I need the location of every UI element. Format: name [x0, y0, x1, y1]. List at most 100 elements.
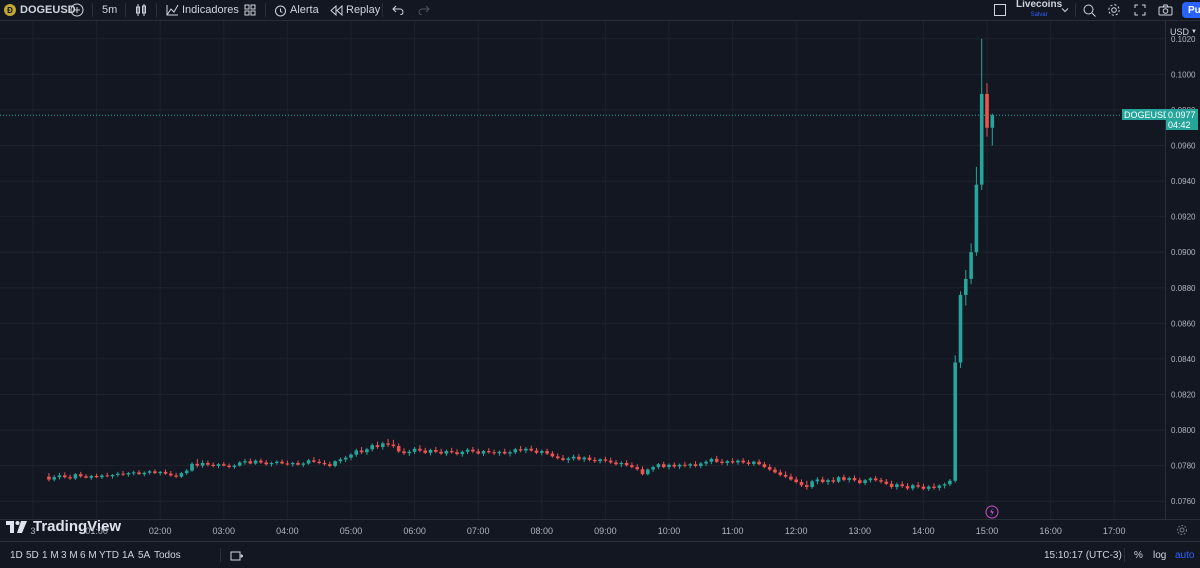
- range-button[interactable]: 5A: [138, 542, 150, 568]
- candle: [322, 460, 327, 466]
- candle: [767, 464, 772, 471]
- indicators-button[interactable]: Indicadores: [166, 0, 239, 20]
- symbol-search[interactable]: Ð DOGEUSD: [4, 0, 76, 20]
- candle-body: [455, 452, 459, 455]
- candle-body: [741, 460, 745, 463]
- time-tick-label: 12:00: [785, 526, 808, 536]
- time-tick-label: 07:00: [467, 526, 490, 536]
- candle-body: [418, 448, 422, 451]
- goto-date-icon[interactable]: [229, 542, 243, 568]
- range-button[interactable]: 1D: [10, 542, 23, 568]
- candle-body: [73, 474, 78, 479]
- log-toggle[interactable]: log: [1153, 542, 1166, 568]
- candle: [343, 455, 348, 463]
- candle: [598, 458, 602, 464]
- search-icon[interactable]: [1082, 0, 1096, 20]
- range-label: 1A: [122, 549, 135, 561]
- candle: [540, 449, 544, 456]
- candle: [222, 462, 226, 467]
- undo-icon[interactable]: [392, 0, 404, 20]
- range-button[interactable]: 6 M: [80, 542, 97, 568]
- candle: [47, 473, 51, 482]
- candle: [153, 469, 157, 475]
- candle-body: [211, 464, 215, 466]
- candle: [227, 463, 231, 469]
- gear-icon[interactable]: [1107, 0, 1121, 20]
- replay-button[interactable]: Replay: [330, 0, 380, 20]
- candle-body: [402, 451, 406, 454]
- candle: [449, 447, 454, 454]
- range-button[interactable]: 5D: [26, 542, 39, 568]
- time-scale[interactable]: 3 01:00 02:00 03:00 04:00 05:00 06:00 07:00 08:0…: [0, 519, 1200, 541]
- auto-toggle[interactable]: auto: [1175, 542, 1194, 568]
- price-scale[interactable]: 0.10200.10000.09800.09600.09400.09200.09…: [1165, 21, 1200, 519]
- candle-body: [958, 294, 963, 363]
- percent-toggle[interactable]: %: [1134, 542, 1143, 568]
- candle-body: [810, 481, 814, 487]
- candle-body: [661, 464, 666, 468]
- candle-body: [577, 456, 581, 460]
- candle: [211, 462, 215, 468]
- candle: [259, 458, 263, 464]
- candle: [858, 477, 862, 485]
- candle-body: [465, 449, 470, 452]
- range-button[interactable]: YTD: [99, 542, 119, 568]
- settings-icon[interactable]: [1175, 523, 1189, 537]
- candle: [714, 455, 719, 463]
- clock[interactable]: 15:10:17 (UTC-3): [1044, 542, 1122, 568]
- candle: [243, 458, 247, 465]
- candle: [958, 291, 963, 368]
- candle: [396, 443, 401, 453]
- candle-body: [354, 450, 359, 455]
- candle: [683, 461, 687, 468]
- candle-body: [259, 460, 263, 463]
- candle-body: [280, 461, 284, 464]
- layout-name: Livecoins: [1016, 0, 1063, 10]
- candle-body: [831, 480, 836, 482]
- candle: [137, 470, 141, 475]
- currency-selector[interactable]: USD ▼: [1170, 27, 1197, 37]
- interval-button[interactable]: 5m: [102, 0, 117, 20]
- candle-body: [237, 462, 242, 466]
- candle-body: [169, 473, 173, 476]
- candle: [985, 83, 989, 137]
- candle: [184, 469, 189, 475]
- candle: [492, 449, 496, 455]
- time-axis: 3 01:00 02:00 03:00 04:00 05:00 06:00 07:00 08:0…: [30, 526, 1125, 536]
- candle: [661, 461, 666, 469]
- alarm-clock-icon: [274, 4, 287, 17]
- candle-body: [736, 460, 740, 463]
- candle-type-icon[interactable]: [134, 0, 148, 20]
- range-button[interactable]: 3 M: [61, 542, 78, 568]
- layout-menu[interactable]: Livecoins Salvar: [1016, 0, 1062, 20]
- redo-icon[interactable]: [418, 0, 430, 20]
- layout-icon[interactable]: [993, 0, 1007, 20]
- candle: [502, 448, 507, 455]
- fullscreen-icon[interactable]: [1133, 0, 1147, 20]
- range-button[interactable]: Todos: [154, 542, 181, 568]
- range-button[interactable]: 1 M: [42, 542, 59, 568]
- range-button[interactable]: 1A: [122, 542, 134, 568]
- candle-body: [688, 464, 692, 466]
- lightning-icon[interactable]: [985, 505, 999, 519]
- candle-body: [884, 481, 889, 484]
- publish-button[interactable]: Pu: [1182, 2, 1200, 18]
- candle: [545, 448, 549, 455]
- chart-pane[interactable]: TradingView: [0, 21, 1165, 535]
- time-tick-label: 05:00: [340, 526, 363, 536]
- candle: [508, 450, 512, 457]
- candle: [646, 468, 650, 476]
- candle-body: [163, 471, 168, 474]
- candle-body: [100, 475, 104, 478]
- alert-button[interactable]: Alerta: [274, 0, 319, 20]
- candle-body: [677, 464, 682, 467]
- plus-circle-icon[interactable]: [69, 0, 85, 20]
- time-tick-label: 16:00: [1039, 526, 1062, 536]
- templates-icon[interactable]: [243, 0, 257, 20]
- candle: [783, 471, 788, 479]
- candle: [709, 457, 714, 465]
- chevron-down-icon[interactable]: [1060, 0, 1070, 20]
- camera-icon[interactable]: [1157, 0, 1173, 20]
- price-tick-label: 0.0880: [1171, 284, 1196, 293]
- candle-body: [651, 467, 655, 470]
